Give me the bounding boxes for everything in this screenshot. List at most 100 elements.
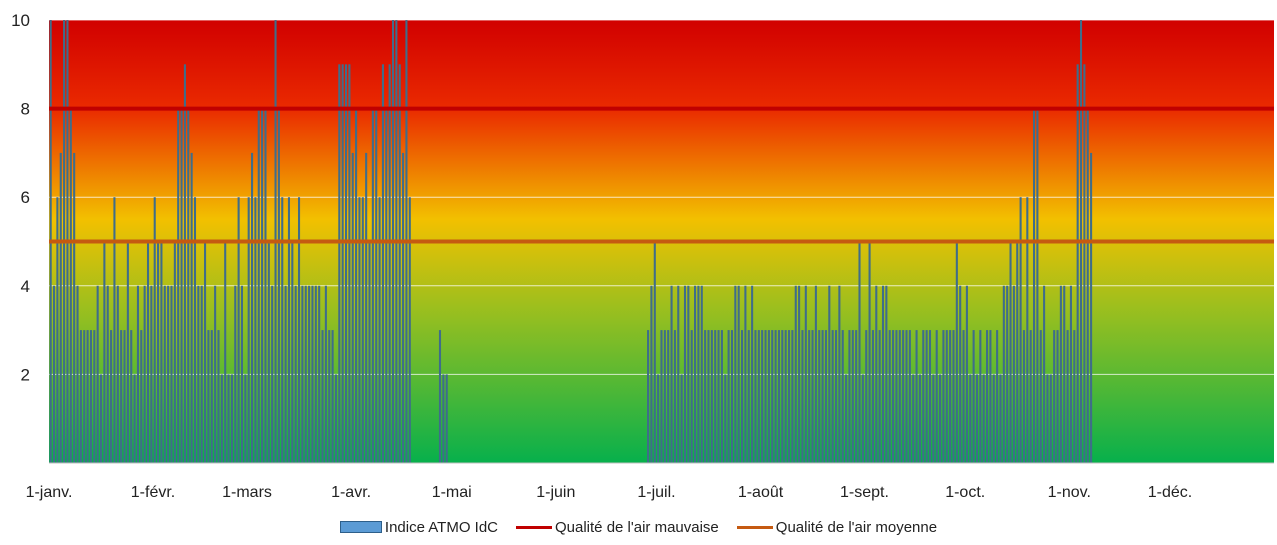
bar — [683, 285, 687, 463]
bar — [660, 330, 663, 463]
bar — [1009, 241, 1012, 463]
bar — [113, 197, 116, 463]
bar — [385, 108, 388, 463]
bar — [761, 330, 764, 463]
bar — [284, 285, 287, 463]
bar — [277, 108, 280, 463]
bar — [989, 330, 992, 463]
bar — [163, 285, 166, 463]
bar — [365, 152, 368, 463]
x-tick-label: 1-juil. — [637, 484, 675, 501]
bar — [838, 285, 841, 463]
bar — [727, 330, 730, 463]
bar — [1083, 64, 1086, 464]
legend-swatch-red-line — [516, 525, 552, 529]
bar — [935, 330, 938, 463]
x-tick-label: 1-nov. — [1048, 484, 1091, 501]
bar — [868, 241, 871, 463]
bar — [875, 285, 878, 463]
bar — [1063, 285, 1066, 463]
bar — [667, 330, 670, 463]
bar — [398, 64, 401, 464]
bar — [240, 285, 244, 463]
bar — [1076, 64, 1079, 464]
bar — [96, 285, 99, 463]
bar — [110, 330, 113, 463]
bar — [808, 330, 811, 463]
x-tick-label: 1-août — [738, 484, 784, 501]
bar — [908, 330, 911, 463]
bar — [724, 374, 727, 463]
bar — [831, 330, 834, 463]
bar — [291, 241, 294, 463]
bar — [1090, 152, 1093, 463]
bar — [774, 330, 777, 463]
bar — [267, 241, 270, 463]
bar — [1069, 285, 1072, 463]
bar — [865, 330, 868, 463]
bar — [1019, 197, 1022, 463]
bar — [197, 285, 200, 463]
bar — [915, 330, 918, 463]
x-tick-label: 1-févr. — [131, 484, 175, 501]
bar — [747, 330, 750, 463]
bar — [881, 285, 885, 463]
bar — [895, 330, 898, 463]
bar — [261, 108, 264, 463]
bar — [767, 330, 770, 463]
legend-swatch-bar — [339, 521, 382, 533]
bar — [663, 330, 666, 463]
bar — [133, 374, 136, 463]
bar — [271, 285, 274, 463]
bar — [251, 152, 254, 463]
bar — [297, 197, 301, 463]
bar — [76, 285, 79, 463]
bar — [321, 330, 324, 463]
bar — [308, 285, 311, 463]
bar — [834, 330, 838, 463]
bar — [408, 197, 411, 463]
bar — [143, 285, 146, 463]
bar — [892, 330, 895, 463]
bar — [334, 374, 337, 463]
bar — [741, 330, 744, 463]
bar — [331, 330, 334, 463]
bar — [311, 285, 314, 463]
bar — [207, 330, 210, 463]
x-tick-label: 1-avr. — [331, 484, 371, 501]
legend-label-medium-quality: Qualité de l'air moyenne — [775, 518, 938, 536]
bar — [140, 330, 143, 463]
y-tick-label: 4 — [21, 277, 30, 296]
y-tick-label: 8 — [21, 100, 30, 119]
bar — [787, 330, 791, 463]
bar — [982, 374, 985, 463]
bar — [445, 374, 448, 463]
bar — [710, 330, 713, 463]
bar — [677, 285, 680, 463]
bar — [79, 330, 82, 463]
bar — [254, 197, 257, 463]
bar — [388, 64, 391, 464]
x-tick-label: 1-sept. — [840, 484, 889, 501]
bar — [804, 285, 807, 463]
bar — [1002, 285, 1005, 463]
bar — [301, 285, 304, 463]
bar — [237, 197, 240, 463]
bar — [59, 152, 62, 463]
bar — [885, 285, 888, 463]
bar — [234, 285, 237, 463]
bar — [157, 241, 160, 463]
bar — [56, 197, 59, 463]
bar — [720, 330, 723, 463]
bar — [230, 374, 233, 463]
x-tick-label: 1-mars — [222, 484, 272, 501]
bar — [700, 285, 703, 463]
bar — [120, 330, 123, 463]
bar — [177, 108, 180, 463]
bar — [106, 285, 109, 463]
bar — [103, 241, 106, 463]
bar — [986, 330, 989, 463]
bar — [73, 152, 76, 463]
bar — [1086, 108, 1089, 463]
